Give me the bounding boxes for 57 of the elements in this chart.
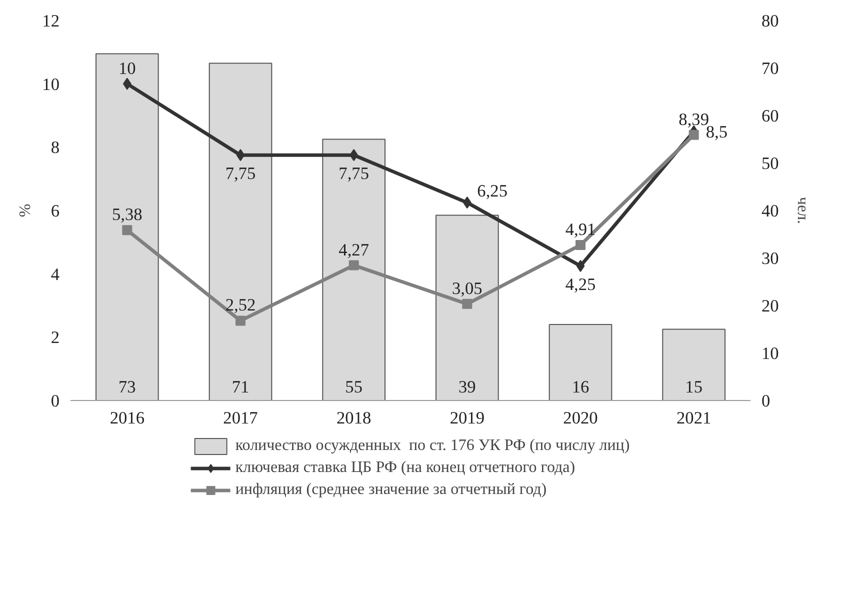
y-tick-label: 12 <box>42 12 60 30</box>
y2-tick-label: 60 <box>762 106 779 126</box>
y-tick-label: 4 <box>50 264 60 284</box>
data-label: 4,27 <box>338 240 370 260</box>
y2-tick-label: 20 <box>762 296 779 316</box>
y2-tick-label: 0 <box>762 392 770 410</box>
y-tick-label: 0 <box>50 392 60 410</box>
point <box>348 260 359 270</box>
data-label: 6,25 <box>477 182 508 201</box>
point <box>576 260 585 272</box>
point <box>122 225 132 236</box>
y-tick-label: 10 <box>42 74 60 94</box>
y2-tick-label: 40 <box>762 202 779 220</box>
data-label: 4,25 <box>565 274 596 294</box>
y2-tick-label: 10 <box>762 344 779 363</box>
legend-label: количество осужденных по ст. 176 УК РФ (по числу лиц) <box>235 437 630 455</box>
bar <box>208 62 272 400</box>
x-tick-label: 2018 <box>336 408 372 428</box>
data-label: 2,52 <box>225 296 256 315</box>
bar <box>548 324 612 400</box>
point <box>688 130 699 140</box>
y2-tick-label: 70 <box>762 59 779 78</box>
data-label: 16 <box>572 378 590 396</box>
y2-tick-label: 50 <box>762 154 779 173</box>
point <box>576 240 586 250</box>
point <box>236 316 246 326</box>
data-label: 39 <box>458 378 476 396</box>
data-label: 5,38 <box>112 205 142 224</box>
bar <box>662 328 726 400</box>
bar <box>322 138 386 400</box>
data-label: 55 <box>345 378 362 396</box>
legend-label: ключевая ставка ЦБ РФ (на конец отчетного года) <box>235 459 576 477</box>
data-label: 71 <box>232 378 250 396</box>
x-tick-label: 2020 <box>563 408 598 428</box>
data-label: 73 <box>118 378 136 396</box>
bar <box>96 53 159 400</box>
y-axis-title: % <box>17 204 34 218</box>
data-label: 15 <box>685 378 702 396</box>
data-label: 7,75 <box>338 164 369 184</box>
data-label: 7,75 <box>225 164 256 184</box>
x-tick-label: 2019 <box>450 408 484 428</box>
y-tick-label: 6 <box>50 202 60 220</box>
bar <box>436 214 499 400</box>
point <box>462 298 472 309</box>
data-label: 4,91 <box>565 220 596 240</box>
x-tick-label: 2017 <box>223 408 258 428</box>
x-tick-label: 2016 <box>110 408 145 428</box>
x-tick-label: 2021 <box>676 408 712 428</box>
data-label: 3,05 <box>452 278 482 298</box>
legend-label: инфляция (среднее значение за отчетный год) <box>235 481 547 499</box>
y2-tick-label: 30 <box>762 249 779 268</box>
y2-axis-title: чел. <box>794 196 811 224</box>
y-tick-label: 8 <box>50 138 60 158</box>
data-label: 10 <box>118 58 136 78</box>
y-tick-label: 2 <box>50 328 60 348</box>
y2-tick-label: 80 <box>762 12 779 30</box>
point <box>236 149 245 162</box>
